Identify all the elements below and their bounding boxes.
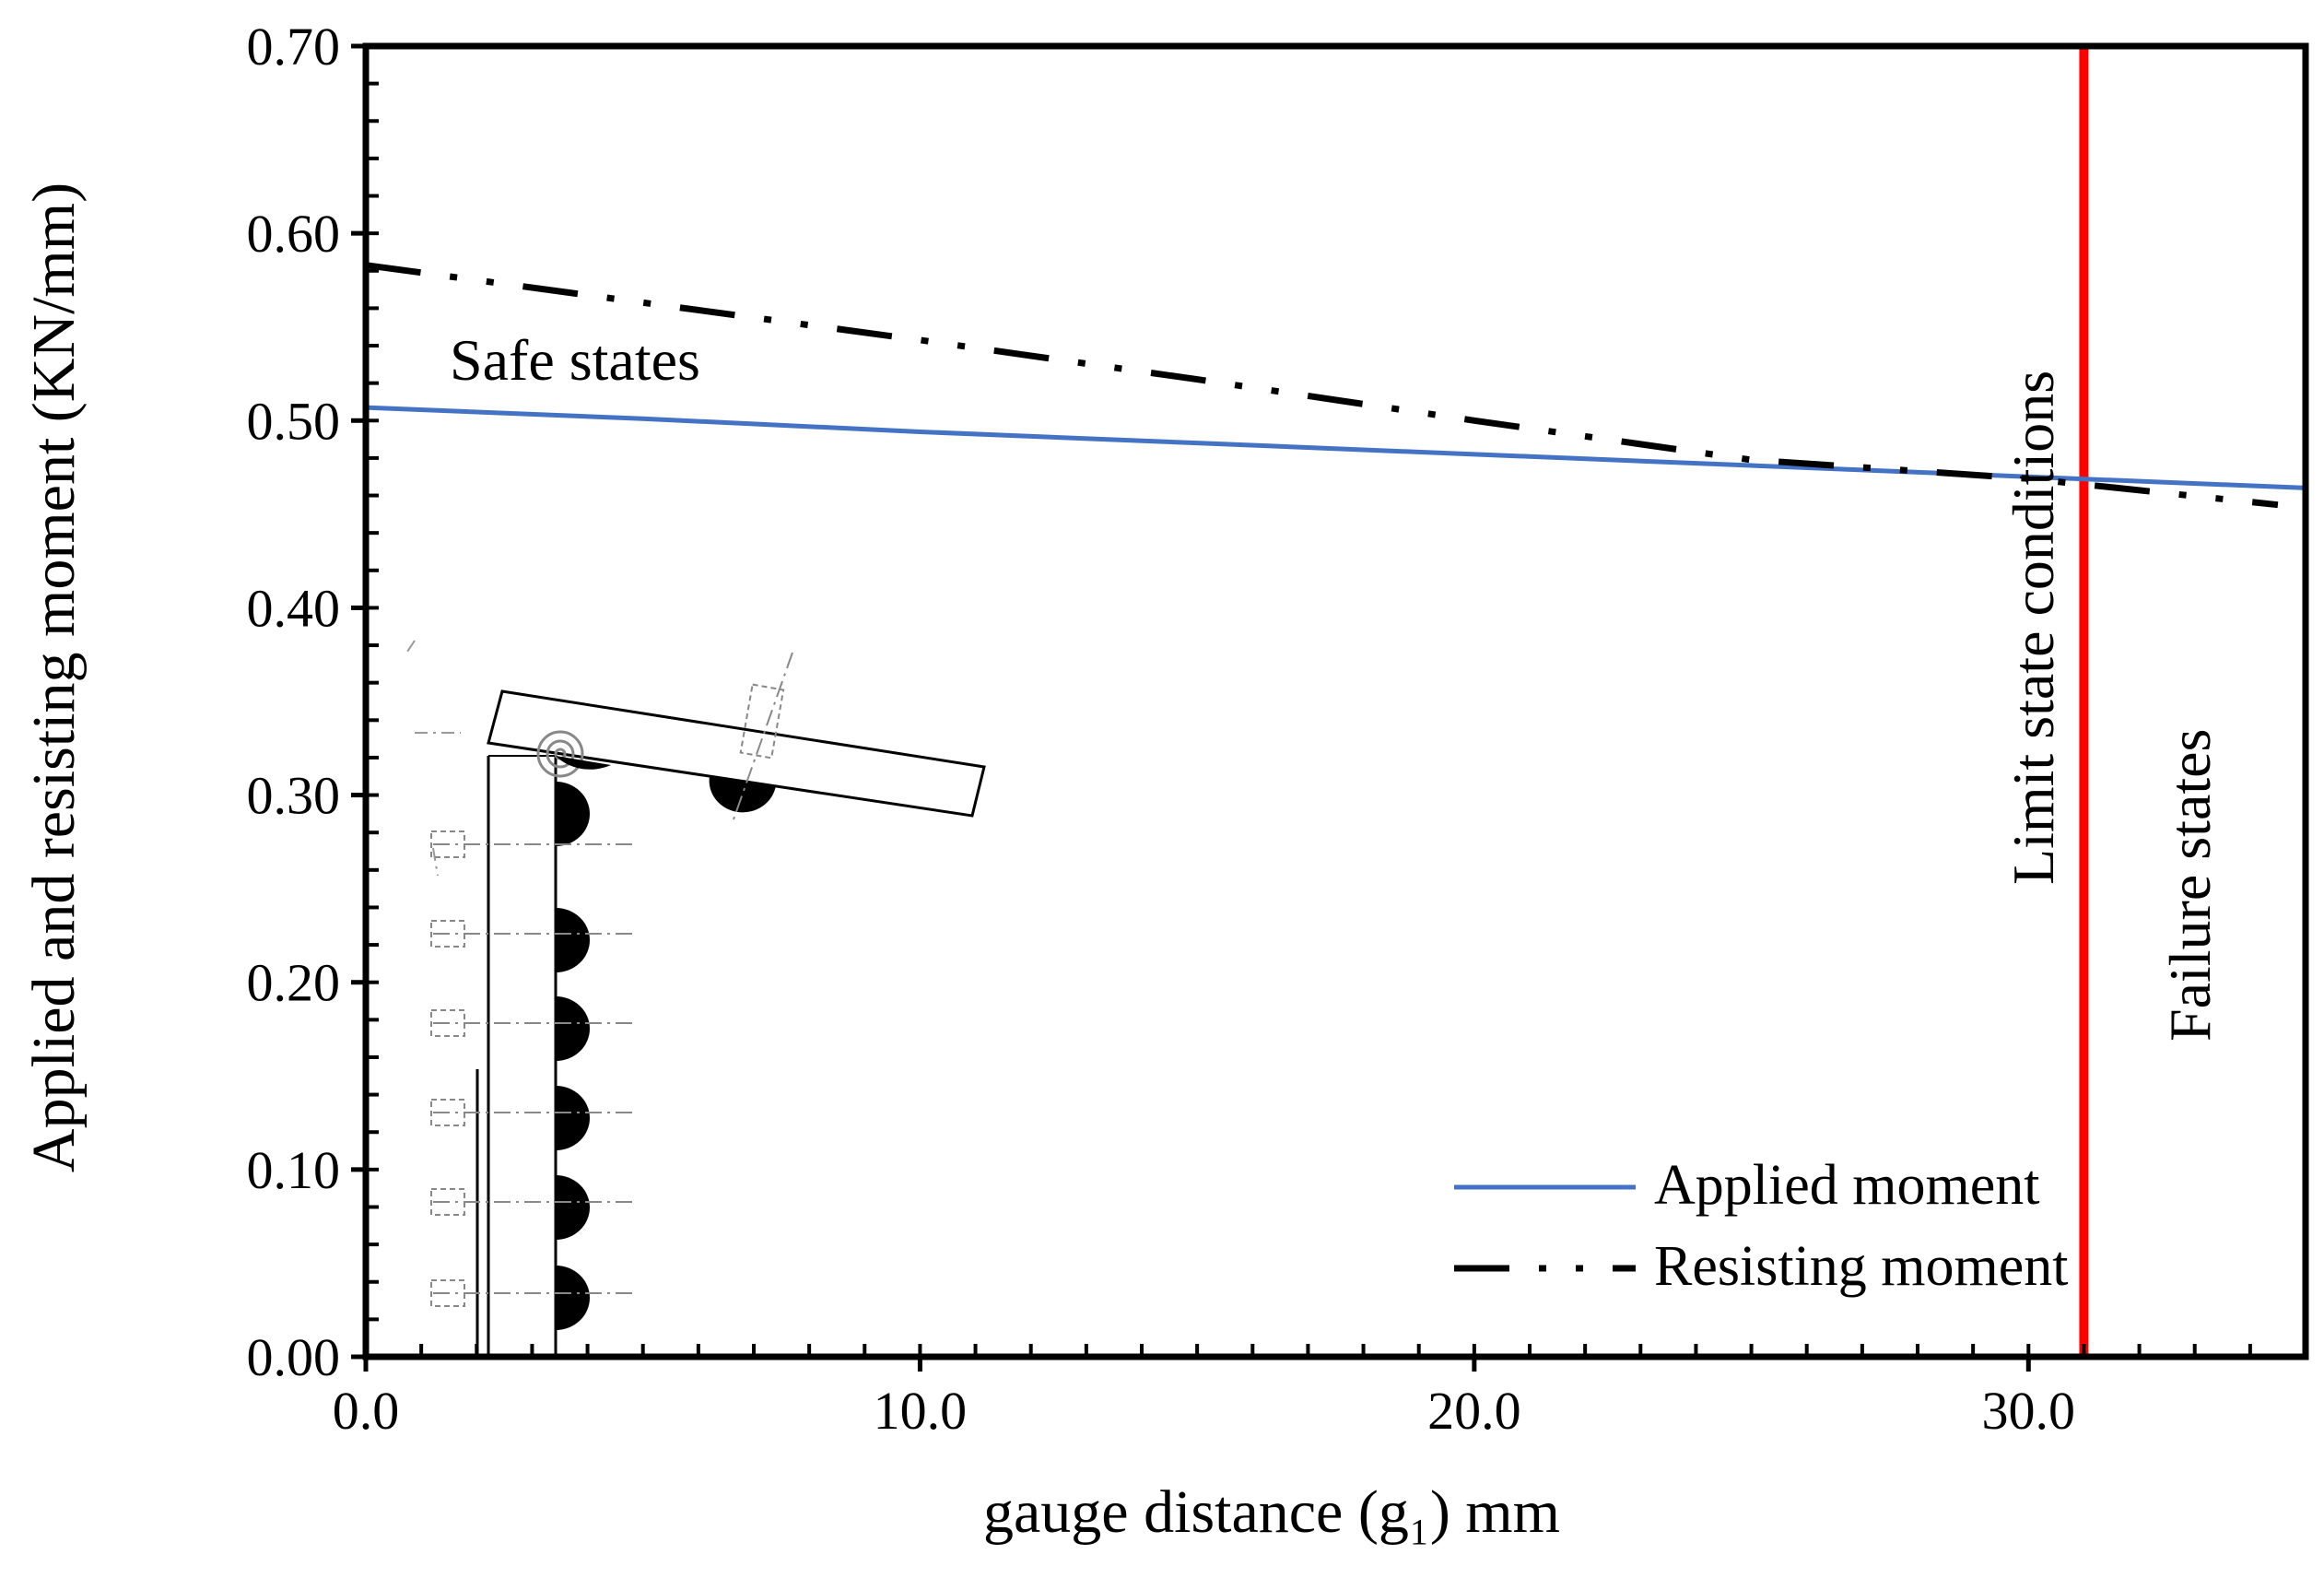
resisting-moment-line xyxy=(365,262,2279,509)
x-tick-label: 10.0 xyxy=(874,1381,968,1441)
legend-label-resisting: Resisting moment xyxy=(1654,1235,2069,1298)
x-tick-label: 0.0 xyxy=(333,1381,400,1441)
axis-ticks: 0.00 0.10 0.20 0.30 0.40 0.50 0.60 0.70 0.0 10.0 2… xyxy=(247,17,2252,1441)
y-tick-label: 0.10 xyxy=(247,1140,341,1200)
y-tick-label: 0.50 xyxy=(247,391,341,451)
x-axis-title: gauge distance (g₁) mm xyxy=(983,1478,1560,1546)
failure-states-label: Failure states xyxy=(2157,729,2223,1042)
plot-frame xyxy=(362,42,2309,1360)
legend-label-applied: Applied moment xyxy=(1654,1154,2039,1217)
limit-state-label: Limit state conditions xyxy=(2001,371,2066,885)
x-tick-label: 20.0 xyxy=(1427,1381,1521,1441)
y-tick-label: 0.30 xyxy=(247,766,341,826)
y-tick-label: 0.40 xyxy=(247,578,341,638)
legend: Applied moment Resisting moment xyxy=(1454,1154,2069,1298)
y-tick-label: 0.70 xyxy=(247,17,341,77)
connection-schematic xyxy=(405,640,986,1357)
x-tick-label: 30.0 xyxy=(1982,1381,2076,1441)
safe-states-label: Safe states xyxy=(450,327,700,393)
y-tick-label: 0.20 xyxy=(247,953,341,1013)
y-tick-label: 0.00 xyxy=(247,1327,341,1387)
y-tick-label: 0.60 xyxy=(247,204,341,264)
y-axis-title: Applied and resisting moment (KN/mm) xyxy=(20,183,88,1172)
